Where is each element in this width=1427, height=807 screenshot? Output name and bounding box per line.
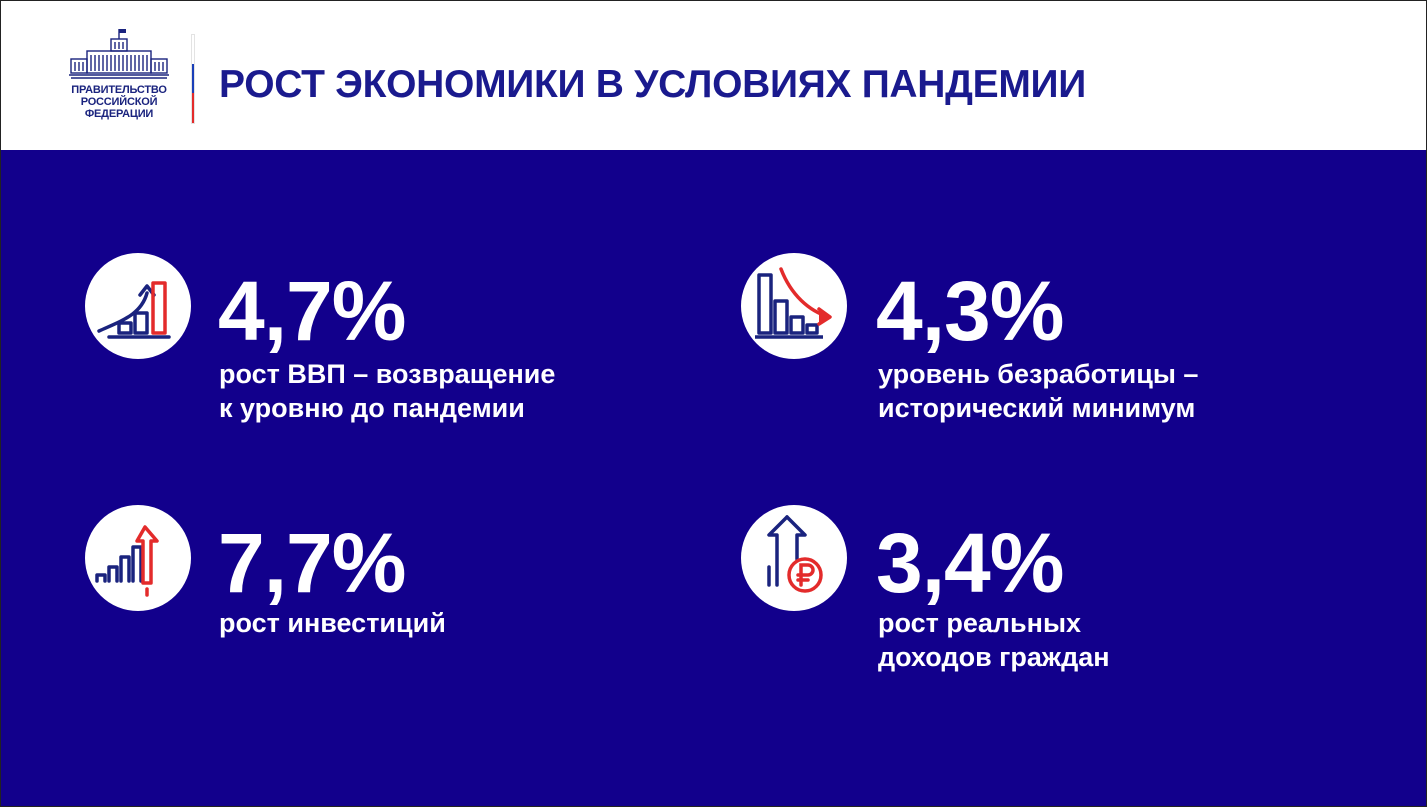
stat-description-line: к уровню до пандемии <box>219 393 525 423</box>
stat-description: уровень безработицы – исторический миним… <box>878 357 1198 425</box>
stat-value: 4,3% <box>876 264 1064 358</box>
investment-growth-arrow-icon <box>85 505 191 611</box>
stat-description-line: уровень безработицы – <box>878 359 1199 389</box>
gdp-growth-chart-icon <box>85 253 191 359</box>
stat-description-line: рост ВВП – возвращение <box>219 359 556 389</box>
government-building-icon <box>69 29 169 79</box>
page-title: РОСТ ЭКОНОМИКИ В УСЛОВИЯХ ПАНДЕМИИ <box>219 63 1086 106</box>
stat-description-line: исторический минимум <box>878 393 1196 423</box>
stat-value: 4,7% <box>218 264 406 358</box>
unemployment-decline-chart-icon <box>741 253 847 359</box>
header: ПРАВИТЕЛЬСТВО РОССИЙСКОЙ ФЕДЕРАЦИИ РОСТ … <box>1 1 1426 150</box>
ruble-income-growth-icon <box>741 505 847 611</box>
stat-description: рост реальных доходов граждан <box>878 606 1110 674</box>
stat-value: 3,4% <box>876 516 1064 610</box>
logo-line: ФЕДЕРАЦИИ <box>84 108 154 120</box>
stat-value: 7,7% <box>218 516 406 610</box>
stats-panel: 4,7% рост ВВП – возвращение к уровню до … <box>1 150 1426 806</box>
stat-description-line: доходов граждан <box>878 642 1110 672</box>
stat-description: рост инвестиций <box>219 606 446 640</box>
logo-line: РОССИЙСКОЙ <box>80 96 158 108</box>
logo-line: ПРАВИТЕЛЬСТВО <box>71 84 167 96</box>
logo-text: ПРАВИТЕЛЬСТВО РОССИЙСКОЙ ФЕДЕРАЦИИ <box>63 84 175 120</box>
stat-description-line: рост реальных <box>878 608 1082 638</box>
russian-flag-bar <box>191 34 195 124</box>
stat-description: рост ВВП – возвращение к уровню до панде… <box>219 357 555 425</box>
stat-description-line: рост инвестиций <box>219 608 446 638</box>
government-logo: ПРАВИТЕЛЬСТВО РОССИЙСКОЙ ФЕДЕРАЦИИ <box>63 27 183 127</box>
